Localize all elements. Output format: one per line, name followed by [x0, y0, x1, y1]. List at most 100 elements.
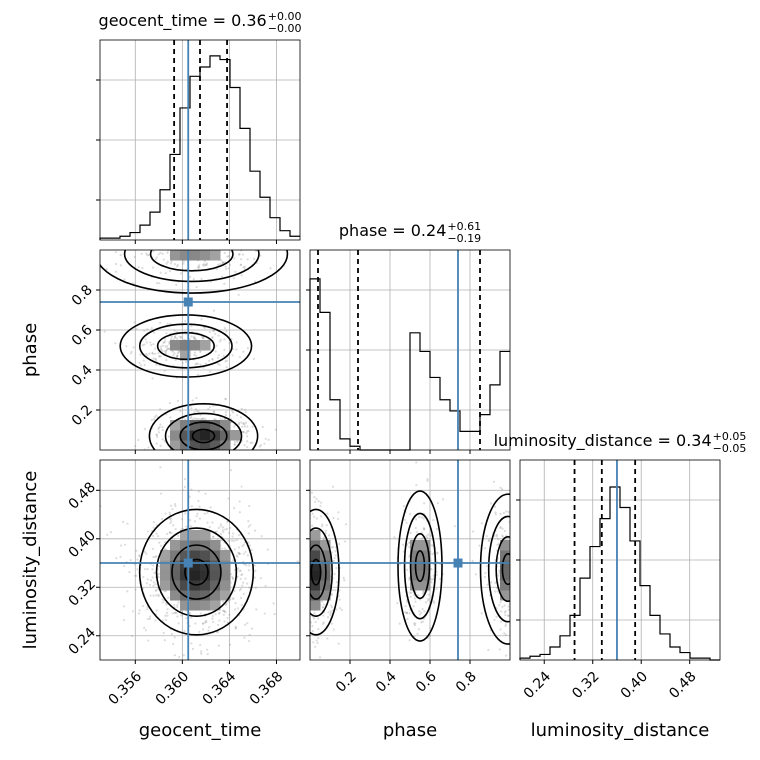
sample-point — [231, 559, 235, 562]
sample-point — [337, 595, 340, 598]
sample-point — [198, 264, 201, 267]
sample-point — [318, 656, 322, 659]
density-cell — [160, 570, 171, 581]
sample-point — [334, 554, 337, 557]
sample-point — [528, 612, 530, 614]
sample-point — [217, 623, 220, 627]
density-cell — [210, 250, 221, 261]
sample-point — [212, 535, 215, 538]
sample-point — [332, 545, 335, 549]
sample-point — [176, 605, 179, 609]
sample-point — [244, 410, 247, 414]
sample-point — [203, 621, 207, 624]
sample-point — [306, 607, 308, 609]
sample-point — [224, 418, 227, 421]
sample-point — [303, 585, 305, 587]
density-cell — [210, 540, 221, 551]
sample-point — [225, 330, 228, 333]
sample-point — [430, 544, 433, 547]
sample-point — [238, 552, 241, 555]
sample-point — [218, 611, 221, 615]
sample-point — [237, 293, 240, 296]
sample-point — [304, 590, 306, 592]
sample-point — [219, 262, 222, 266]
density-cell — [160, 560, 171, 571]
sample-point — [138, 554, 141, 557]
sample-point — [225, 246, 227, 248]
sample-point — [248, 544, 252, 547]
sample-point — [236, 607, 240, 610]
density-cell — [420, 550, 431, 561]
sample-point — [225, 602, 228, 605]
sample-point — [162, 258, 166, 261]
sample-point — [211, 535, 215, 539]
sample-point — [165, 611, 169, 614]
sample-point — [149, 341, 152, 344]
sample-point — [175, 611, 178, 615]
sample-point — [420, 611, 423, 614]
x-axis-label-luminosity_distance: luminosity_distance — [531, 720, 710, 741]
sample-point — [312, 617, 316, 620]
density-cell — [500, 590, 510, 601]
sample-point — [499, 601, 502, 604]
sample-point — [119, 555, 122, 559]
sample-point — [293, 589, 295, 591]
sample-point — [161, 241, 163, 243]
sample-point — [154, 258, 157, 261]
sample-point — [158, 355, 161, 358]
sample-point — [151, 576, 154, 579]
sample-point — [152, 555, 155, 559]
sample-point — [515, 589, 517, 591]
sample-point — [511, 607, 513, 609]
sample-point — [176, 615, 179, 618]
sample-point — [143, 626, 146, 629]
sample-point — [155, 594, 158, 597]
sample-point — [206, 521, 209, 524]
sample-point — [227, 539, 230, 542]
sample-point — [136, 568, 139, 571]
sample-point — [163, 590, 166, 593]
sample-point — [155, 442, 158, 445]
sample-point — [163, 369, 166, 372]
sample-point — [174, 611, 177, 614]
sample-point — [145, 582, 148, 585]
sample-point — [325, 524, 328, 527]
contour-line — [148, 403, 259, 450]
sample-point — [146, 328, 149, 331]
density-cell — [200, 590, 211, 601]
sample-point — [511, 537, 513, 539]
sample-point — [204, 619, 208, 623]
contour-line — [155, 527, 238, 617]
sample-point — [171, 508, 174, 511]
sample-point — [216, 362, 219, 365]
sample-point — [221, 260, 225, 264]
sample-point — [154, 352, 157, 355]
sample-point — [436, 552, 439, 555]
contour-line — [171, 544, 222, 600]
sample-point — [238, 552, 241, 555]
sample-point — [511, 569, 513, 571]
sample-point — [173, 603, 176, 607]
sample-point — [177, 601, 180, 604]
sample-point — [170, 337, 173, 340]
sample-point — [314, 645, 317, 648]
x-tick-label: 0.4 — [373, 669, 400, 696]
sample-point — [155, 588, 158, 592]
density-cell — [190, 570, 201, 581]
sample-point — [239, 263, 242, 267]
sample-point — [226, 621, 229, 624]
density-cell — [190, 250, 201, 261]
sample-point — [173, 466, 175, 468]
sample-point — [149, 579, 153, 582]
sample-point — [408, 545, 411, 549]
sample-point — [206, 451, 208, 453]
sample-point — [195, 354, 198, 357]
sample-point — [151, 352, 154, 355]
sample-point — [139, 364, 142, 367]
x-tick-label: 0.360 — [153, 669, 193, 709]
sample-point — [224, 398, 227, 401]
sample-point — [177, 350, 180, 354]
sample-point — [233, 257, 236, 260]
sample-point — [218, 363, 221, 366]
sample-point — [409, 595, 412, 598]
